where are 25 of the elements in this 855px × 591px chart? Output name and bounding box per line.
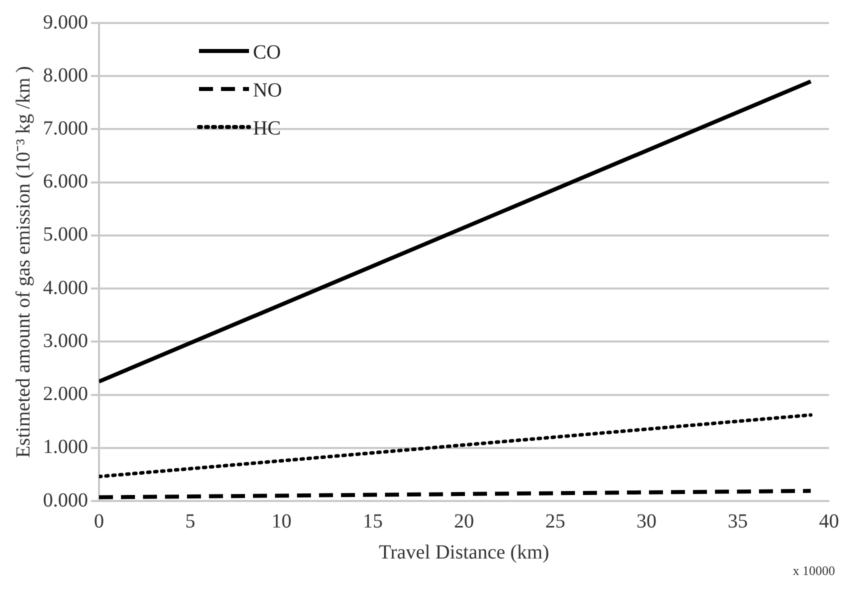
y-tick-label: 6.000	[43, 170, 88, 193]
x-tick-label: 10	[272, 510, 292, 532]
y-tick-label: 0.000	[43, 489, 88, 512]
text: x 10000	[792, 563, 835, 578]
y-axis-title: Estimeted amount of gas emission (10⁻³ kg /km )	[12, 66, 34, 458]
y-tick-label: 1.000	[43, 436, 88, 458]
y-tick-label: 2.000	[43, 383, 88, 406]
y-tick-label: 8.000	[43, 64, 88, 86]
y-tick-label: 5.000	[43, 224, 88, 246]
x-tick-label: 40	[819, 510, 839, 532]
legend-label: NO	[253, 79, 282, 102]
y-tick-label: 9.000	[43, 11, 88, 34]
x-tick-label: 0	[94, 510, 104, 532]
x-tick-label: 20	[454, 510, 474, 532]
x-tick-label: 35	[728, 510, 748, 532]
x-axis-title: Travel Distance (km)	[378, 541, 550, 564]
x-tick-label: 15	[362, 510, 383, 532]
legend-label: HC	[253, 117, 281, 140]
x-tick-label: 30	[636, 510, 656, 532]
x-tick-label: 5	[185, 510, 196, 532]
y-tick-label: 3.000	[43, 330, 88, 352]
legend-label: CO	[253, 41, 281, 64]
x-tick-label: 25	[545, 510, 566, 532]
y-tick-label: 7.000	[43, 117, 88, 140]
y-tick-label: 4.000	[43, 276, 88, 299]
